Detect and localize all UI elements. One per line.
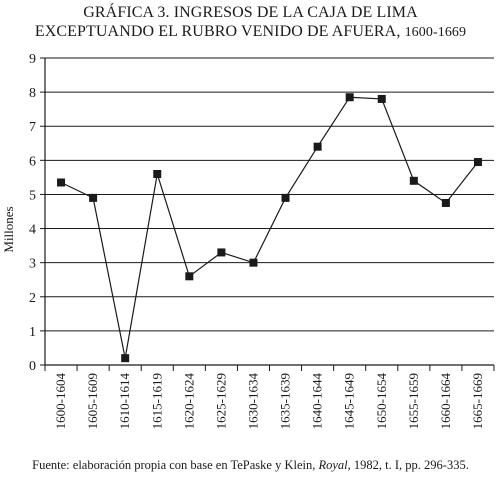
data-point bbox=[185, 272, 194, 281]
x-tick-label: 1610-1614 bbox=[117, 373, 132, 430]
data-point bbox=[345, 93, 354, 102]
x-tick-label: 1635-1639 bbox=[278, 373, 293, 429]
chart-title-line1: GRÁFICA 3. INGRESOS DE LA CAJA DE LIMA bbox=[83, 4, 418, 21]
x-tick-label: 1630-1634 bbox=[245, 373, 260, 430]
data-point bbox=[217, 248, 226, 257]
x-tick-label: 1660-1664 bbox=[438, 373, 453, 430]
x-tick-label: 1665-1669 bbox=[470, 373, 485, 429]
data-point bbox=[57, 178, 66, 187]
y-tick-label: 8 bbox=[29, 86, 36, 101]
series-line bbox=[60, 96, 479, 359]
data-point bbox=[473, 158, 482, 167]
y-tick-label: 5 bbox=[29, 188, 36, 203]
data-point bbox=[409, 176, 418, 185]
x-tick-label: 1620-1624 bbox=[181, 373, 196, 430]
x-tick-label: 1650-1654 bbox=[374, 373, 389, 430]
x-tick-label: 1605-1609 bbox=[85, 373, 100, 429]
gridlines bbox=[45, 57, 494, 332]
x-tick-label: 1655-1659 bbox=[406, 373, 421, 429]
data-point bbox=[313, 142, 322, 151]
y-tick-label: 9 bbox=[29, 52, 36, 67]
data-point bbox=[441, 198, 450, 207]
y-tick-label: 2 bbox=[29, 291, 36, 306]
y-tick-label: 6 bbox=[29, 154, 36, 169]
chart-title-years: 1600-1669 bbox=[404, 25, 467, 40]
source-title: Royal bbox=[318, 458, 348, 472]
y-axis-label: Millones bbox=[1, 206, 16, 252]
data-point bbox=[89, 193, 98, 202]
y-tick-label: 0 bbox=[29, 359, 36, 374]
chart-title-line2-text: EXCEPTUANDO EL RUBRO VENIDO DE AFUERA, bbox=[34, 23, 401, 40]
chart-title-line2: EXCEPTUANDO EL RUBRO VENIDO DE AFUERA, 1… bbox=[0, 22, 501, 42]
data-point bbox=[153, 169, 162, 178]
data-markers bbox=[57, 93, 482, 363]
y-tick-label: 1 bbox=[29, 325, 36, 340]
y-tick-label: 4 bbox=[29, 223, 36, 238]
y-tick-label: 3 bbox=[29, 257, 36, 272]
x-tick-label: 1640-1644 bbox=[310, 373, 325, 430]
data-point bbox=[281, 193, 290, 202]
x-tick-label: 1615-1619 bbox=[149, 373, 164, 429]
x-tick-label: 1625-1629 bbox=[213, 373, 228, 429]
data-point bbox=[121, 354, 130, 363]
data-point bbox=[377, 94, 386, 103]
source-suffix: , 1982, t. I, pp. 296-335. bbox=[347, 458, 469, 472]
source-note: Fuente: elaboración propia con base en T… bbox=[0, 458, 501, 473]
y-axis-ticks: 0 1 2 3 4 5 6 7 8 9 bbox=[29, 52, 45, 374]
data-point bbox=[249, 258, 258, 267]
x-axis-ticks: 1600-1604 1605-1609 1610-1614 1615-1619 1620… bbox=[44, 365, 495, 430]
source-prefix: Fuente: elaboración propia con base en T… bbox=[32, 458, 319, 472]
x-tick-label: 1645-1649 bbox=[342, 373, 357, 429]
y-tick-label: 7 bbox=[29, 120, 36, 135]
x-tick-label: 1600-1604 bbox=[53, 373, 68, 430]
chart-title: GRÁFICA 3. INGRESOS DE LA CAJA DE LIMA E… bbox=[0, 3, 501, 42]
